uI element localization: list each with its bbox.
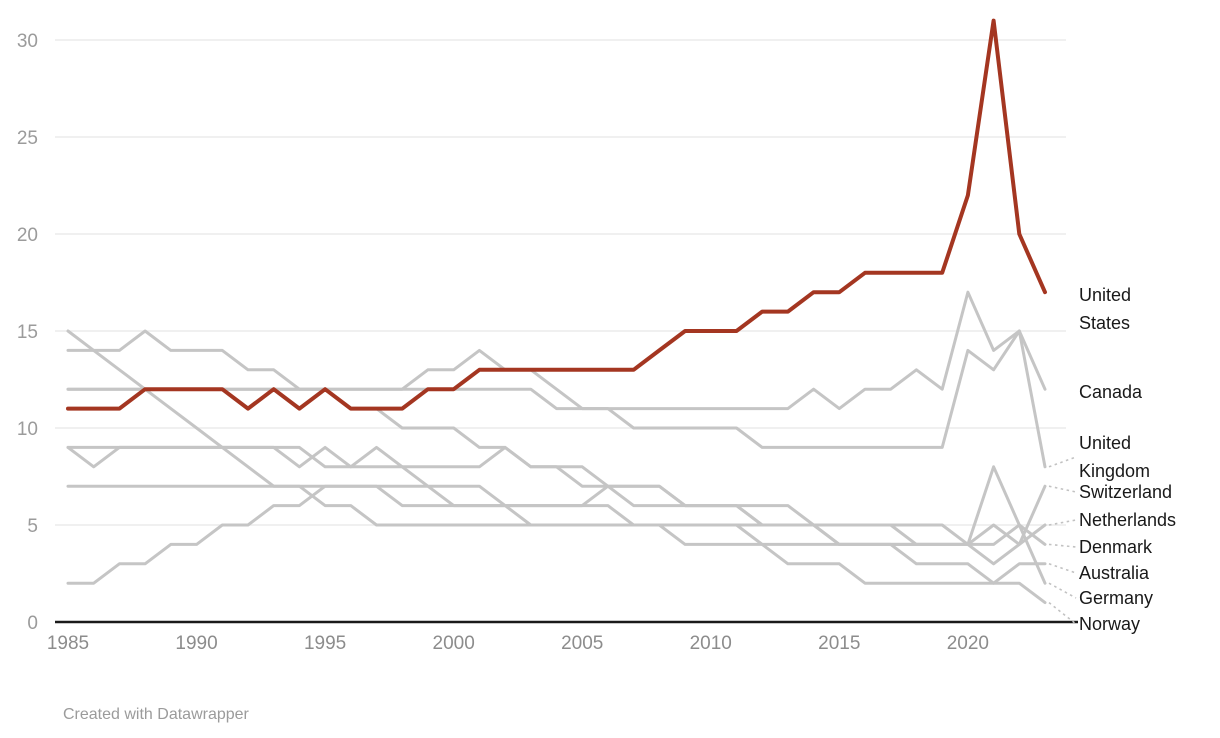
y-tick-label-0: 0: [27, 613, 38, 634]
label-connector-australia: [1048, 563, 1077, 574]
x-tick-label-1995: 1995: [304, 633, 346, 654]
series-line-norway: [66, 329, 1047, 605]
series-label-switzerland: Switzerland: [1079, 482, 1173, 502]
series-label-united-states: United States: [1079, 285, 1132, 333]
series-line-australia: [66, 484, 1047, 585]
y-tick-label-15: 15: [17, 322, 38, 343]
series-line-united-states: [66, 18, 1047, 411]
x-tick-label-2015: 2015: [818, 633, 860, 654]
series-label-united-kingdom: United Kingdom: [1079, 433, 1151, 481]
series-label-netherlands: Netherlands: [1079, 510, 1177, 530]
y-tick-label-25: 25: [17, 128, 38, 149]
x-tick-label-2005: 2005: [561, 633, 603, 654]
datawrapper-credit: Created with Datawrapper: [63, 706, 249, 723]
y-tick-label-30: 30: [17, 31, 38, 52]
y-tick-label-5: 5: [27, 516, 38, 537]
series-label-australia: Australia: [1079, 563, 1150, 583]
label-connector-united-kingdom: [1048, 456, 1077, 468]
x-tick-label-2000: 2000: [433, 633, 475, 654]
x-tick-label-1985: 1985: [47, 633, 89, 654]
label-connector-denmark: [1048, 543, 1077, 548]
series-label-canada: Canada: [1079, 382, 1143, 402]
label-connector-switzerland: [1048, 485, 1077, 493]
x-tick-label-2020: 2020: [947, 633, 989, 654]
series-line-united-kingdom: [66, 329, 1047, 469]
y-tick-label-20: 20: [17, 225, 38, 246]
series-label-denmark: Denmark: [1079, 537, 1153, 557]
label-connector-germany: [1048, 582, 1077, 599]
x-tick-label-2010: 2010: [690, 633, 732, 654]
label-connector-netherlands: [1048, 519, 1077, 526]
series-label-norway: Norway: [1079, 614, 1141, 634]
series-label-germany: Germany: [1079, 588, 1154, 608]
y-tick-label-10: 10: [17, 419, 38, 440]
x-tick-label-1990: 1990: [175, 633, 217, 654]
